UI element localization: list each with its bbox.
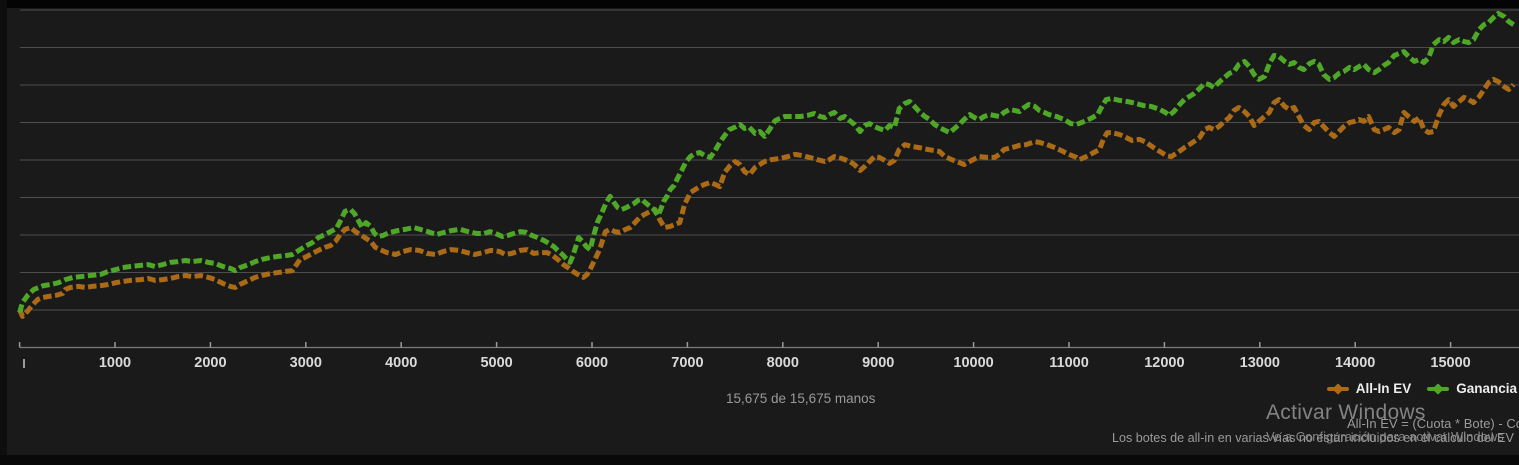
x-axis-tick-label: 12000 <box>1144 355 1184 371</box>
windows-activation-watermark-line1: Activar Windows <box>1266 401 1426 424</box>
x-axis-tick-label: 4000 <box>385 355 417 371</box>
clipped-zero-label <box>23 359 25 368</box>
x-axis-tick-label: 2000 <box>194 355 226 371</box>
x-axis-tick-label: 5000 <box>480 355 512 371</box>
series-line-all-in-ev <box>17 76 1516 319</box>
x-axis-tick-label: 11000 <box>1049 355 1089 371</box>
x-axis-tick-label: 9000 <box>862 355 894 371</box>
window-frame-top <box>0 0 1519 8</box>
chart-legend: All-In EV Ganancia <box>1326 381 1517 396</box>
window-frame-bottom <box>0 455 1519 465</box>
x-axis-tick-label: 6000 <box>576 355 608 371</box>
legend-item-all-in-ev[interactable]: All-In EV <box>1326 381 1412 396</box>
all-in-ev-line-marker-icon <box>1326 386 1349 391</box>
ev-formula-note: All-In EV = (Cuota * Bote) - Co <box>1347 416 1519 431</box>
series-line-ganancia <box>17 10 1515 314</box>
window-frame-left <box>0 0 7 465</box>
ev-multiway-note: Los botes de all-in en varias vías no es… <box>1112 431 1514 445</box>
x-axis-tick-label: 14000 <box>1335 355 1375 371</box>
x-axis-tick-label: 8000 <box>767 355 799 371</box>
legend-label-ganancia: Ganancia <box>1456 381 1517 396</box>
legend-label-all-in-ev: All-In EV <box>1355 381 1412 396</box>
x-axis-tick-label: 7000 <box>671 355 703 371</box>
x-axis-tick-label: 10000 <box>953 355 993 371</box>
windows-activation-watermark-line2: Ve a Configuración para activar Windows <box>1266 429 1504 444</box>
hands-progress-text: 15,675 de 15,675 manos <box>726 391 876 406</box>
x-axis-tick-label: 13000 <box>1240 355 1280 371</box>
x-axis-tick-label: 3000 <box>290 355 322 371</box>
legend-item-ganancia[interactable]: Ganancia <box>1427 381 1517 396</box>
x-axis-tick-label: 15000 <box>1430 355 1470 371</box>
x-axis-tick-label: 1000 <box>99 355 131 371</box>
ganancia-line-marker-icon <box>1427 386 1450 391</box>
